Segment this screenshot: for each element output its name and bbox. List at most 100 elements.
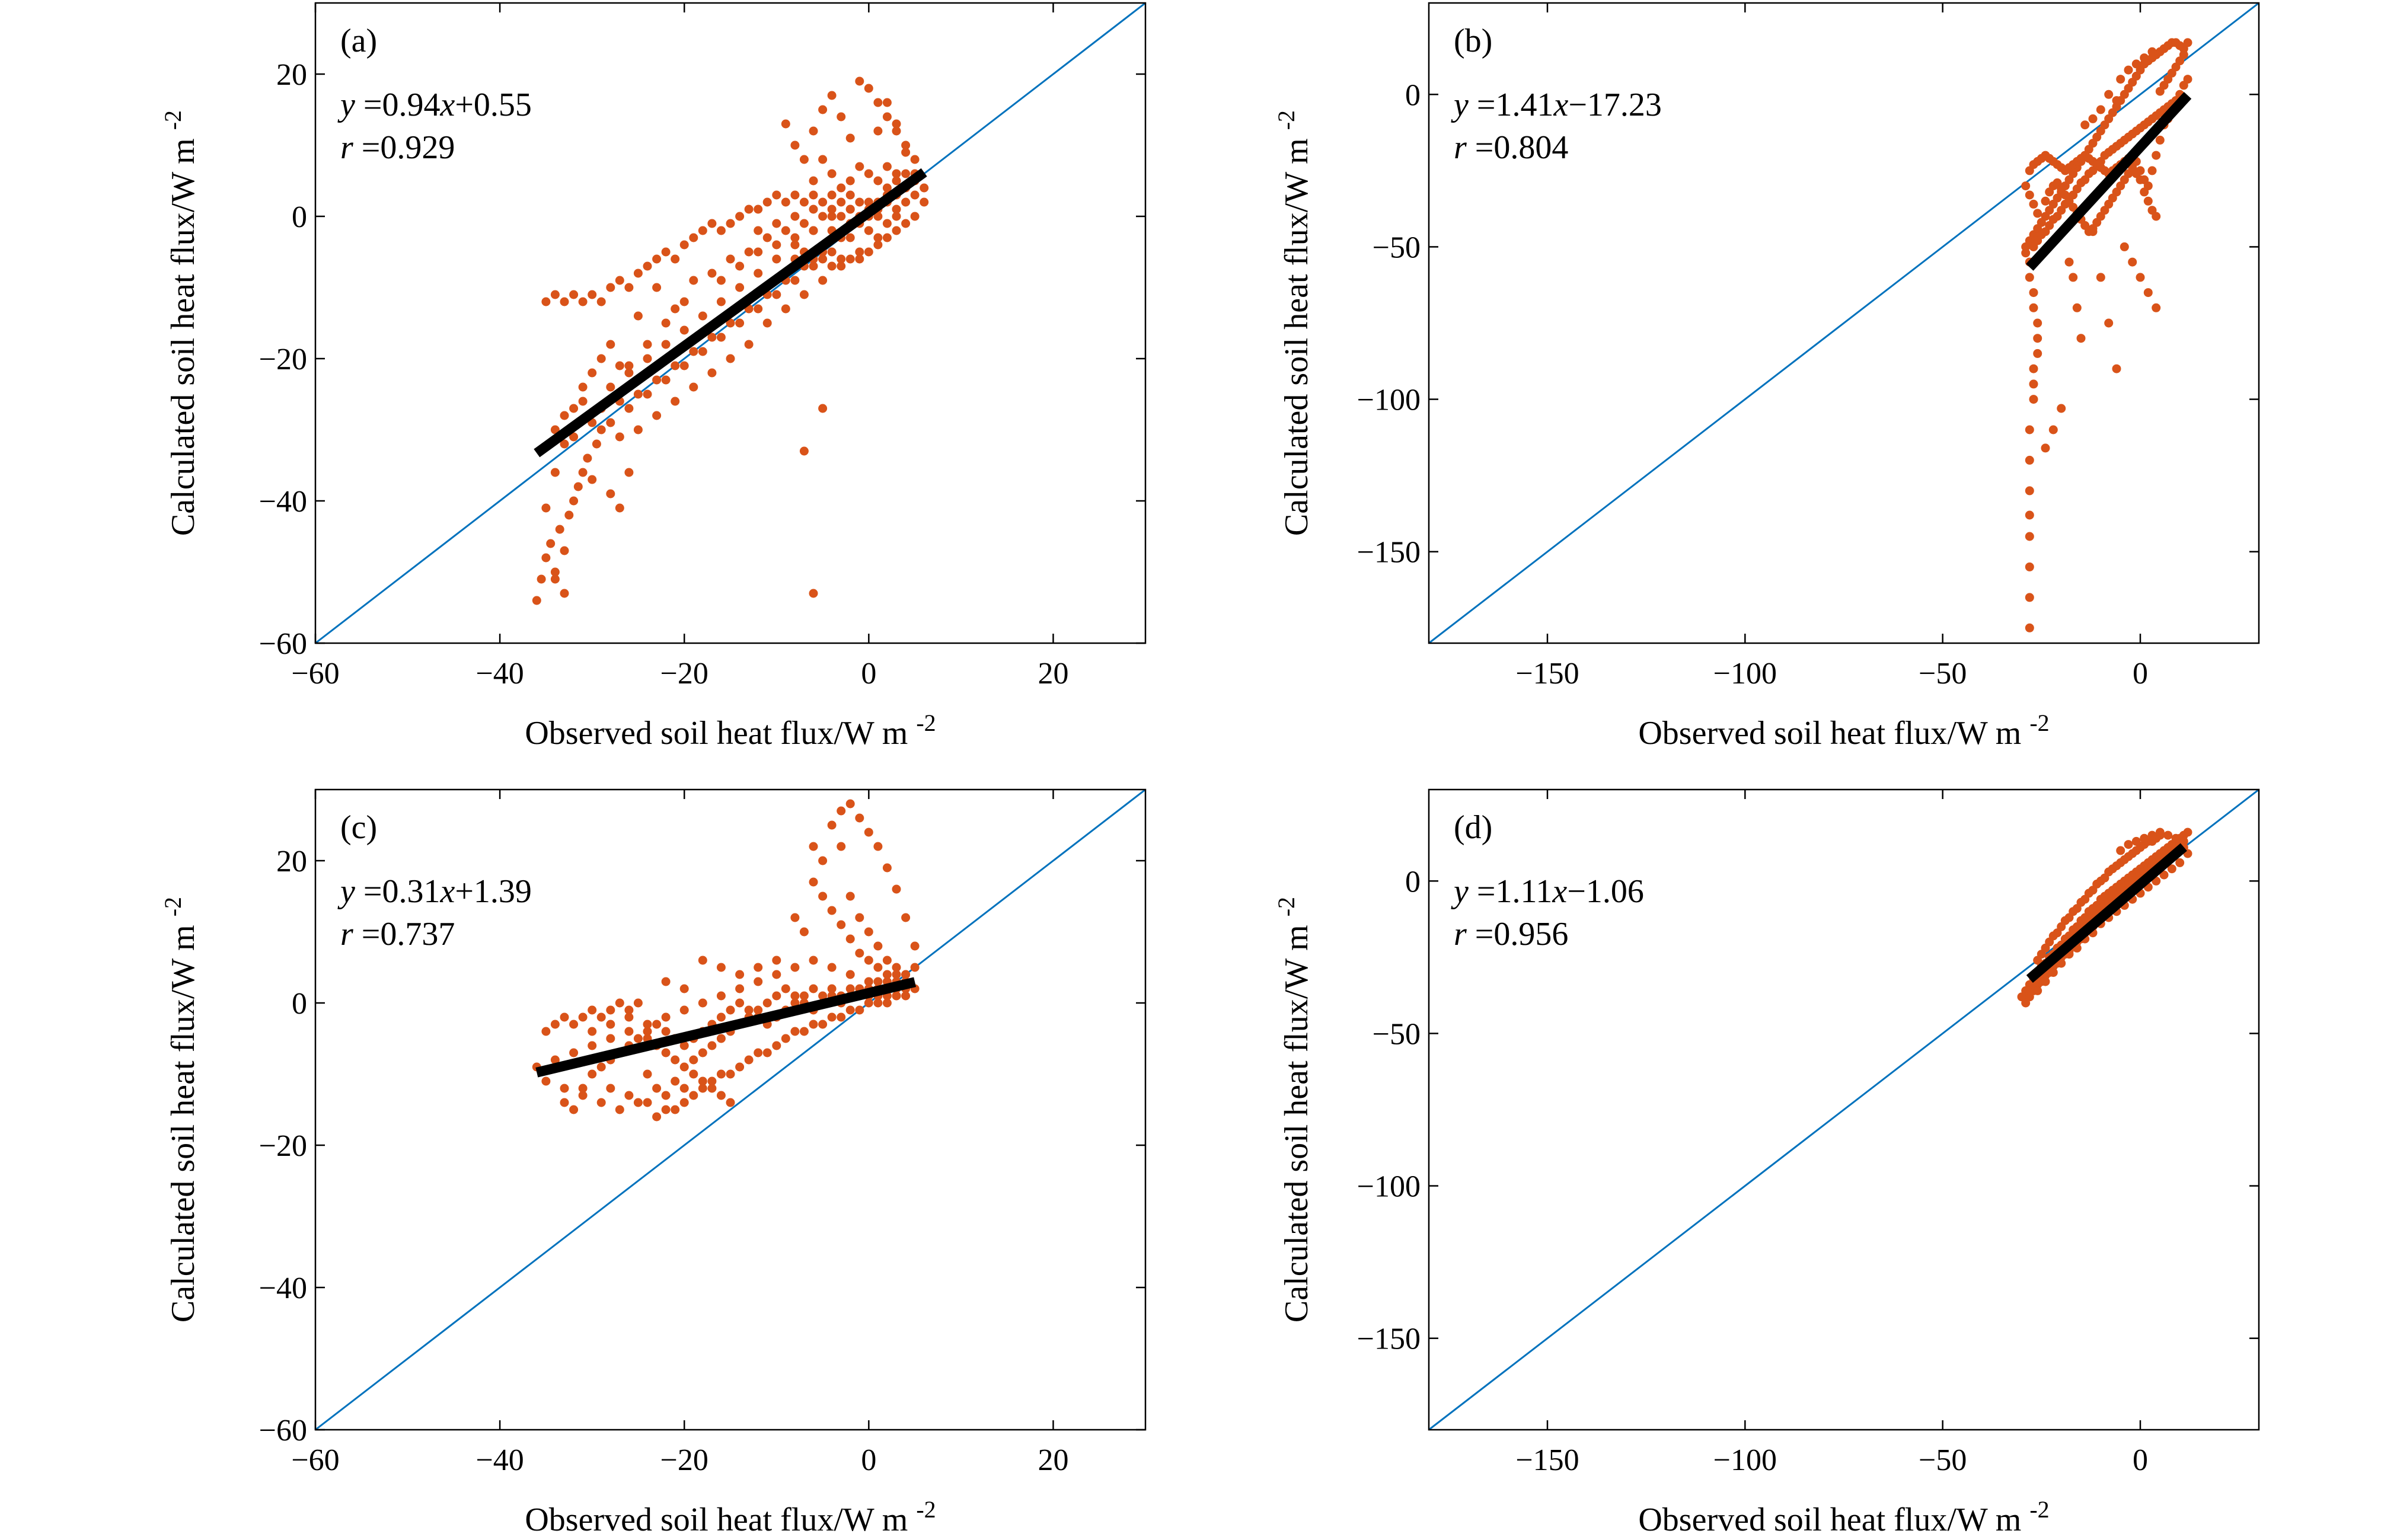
scatter-point <box>864 247 873 257</box>
scatter-point <box>873 240 883 250</box>
scatter-point <box>892 126 901 136</box>
scatter-point <box>901 169 911 178</box>
scatter-point <box>772 991 781 1001</box>
scatter-point <box>827 169 837 178</box>
scatter-point <box>606 1034 615 1043</box>
scatter-point <box>707 368 717 378</box>
scatter-point <box>652 1084 662 1093</box>
y-tick-label: 0 <box>292 987 307 1021</box>
scatter-point <box>2025 510 2034 520</box>
scatter-point <box>537 574 546 584</box>
scatter-point <box>754 247 763 257</box>
scatter-point <box>790 276 800 285</box>
scatter-point <box>818 1020 828 1029</box>
scatter-point <box>809 226 818 235</box>
scatter-point <box>679 1005 689 1015</box>
scatter-point <box>2057 404 2066 413</box>
scatter-point <box>578 397 588 406</box>
scatter-point <box>578 382 588 392</box>
scatter-point <box>726 1098 735 1107</box>
scatter-point <box>855 813 864 823</box>
scatter-point <box>790 240 800 250</box>
scatter-point <box>882 233 892 242</box>
scatter-point <box>809 176 818 186</box>
scatter-point <box>2175 858 2185 867</box>
scatter-point <box>809 877 818 887</box>
scatter-point <box>901 140 911 150</box>
x-tick-label: 0 <box>861 657 876 691</box>
scatter-point <box>689 1055 698 1065</box>
scatter-point <box>550 1020 560 1029</box>
y-tick-label: −40 <box>259 1271 307 1305</box>
scatter-point <box>864 827 873 837</box>
scatter-point <box>2025 273 2034 282</box>
scatter-point <box>679 984 689 993</box>
scatter-point <box>633 425 643 434</box>
scatter-point <box>671 1105 680 1114</box>
scatter-point <box>790 963 800 972</box>
scatter-point <box>689 233 698 242</box>
scatter-point <box>827 91 837 100</box>
scatter-point <box>2183 827 2192 837</box>
scatter-point <box>2124 65 2133 75</box>
x-axis-label: Observed soil heat flux/W m -2 <box>1638 710 2049 752</box>
scatter-point <box>754 269 763 278</box>
scatter-point <box>624 1005 634 1015</box>
x-tick-label: −50 <box>1919 1443 1967 1477</box>
scatter-point <box>827 261 837 271</box>
scatter-point <box>827 820 837 830</box>
scatter-point <box>873 963 883 972</box>
scatter-point <box>901 197 911 207</box>
scatter-point <box>790 991 800 1001</box>
scatter-point <box>735 970 745 979</box>
scatter-point <box>569 496 579 506</box>
scatter-point <box>679 297 689 306</box>
scatter-point <box>744 247 754 257</box>
scatter-point <box>707 1041 717 1050</box>
scatter-point <box>864 84 873 93</box>
scatter-point <box>845 934 855 944</box>
scatter-point <box>882 998 892 1008</box>
scatter-point <box>716 297 726 306</box>
scatter-point <box>661 340 671 349</box>
scatter-point <box>818 212 828 221</box>
scatter-point <box>555 525 564 534</box>
scatter-point <box>910 963 920 972</box>
scatter-point <box>864 197 873 207</box>
scatter-point <box>2048 425 2058 434</box>
scatter-point <box>744 1055 754 1065</box>
scatter-point <box>707 1076 717 1086</box>
scatter-point <box>550 574 560 584</box>
scatter-point <box>910 212 920 221</box>
scatter-point <box>2183 75 2192 84</box>
scatter-point <box>633 1098 643 1107</box>
scatter-point <box>596 354 606 363</box>
scatter-point <box>754 963 763 972</box>
scatter-point <box>716 276 726 285</box>
scatter-point <box>624 468 634 477</box>
plot-area <box>315 3 1145 643</box>
scatter-point <box>754 1048 763 1057</box>
scatter-point <box>827 984 837 993</box>
scatter-point <box>2147 830 2157 840</box>
scatter-point <box>882 183 892 193</box>
x-tick-label: −150 <box>1515 1443 1579 1477</box>
scatter-point <box>606 340 615 349</box>
scatter-point <box>578 468 588 477</box>
scatter-point <box>2025 425 2034 434</box>
scatter-point <box>2041 977 2050 986</box>
scatter-point <box>679 1041 689 1050</box>
scatter-point <box>799 927 809 937</box>
scatter-point <box>2076 334 2086 343</box>
scatter-point <box>864 169 873 178</box>
scatter-point <box>920 197 929 207</box>
scatter-point <box>573 482 583 491</box>
scatter-point <box>855 247 864 257</box>
x-axis-label: Observed soil heat flux/W m -2 <box>1638 1496 2049 1538</box>
scatter-point <box>2069 273 2078 282</box>
scatter-point <box>818 856 828 865</box>
y-axis-label: Calculated soil heat flux/W m -2 <box>159 110 202 536</box>
scatter-point <box>2131 59 2141 69</box>
y-tick-label: −100 <box>1357 384 1421 417</box>
